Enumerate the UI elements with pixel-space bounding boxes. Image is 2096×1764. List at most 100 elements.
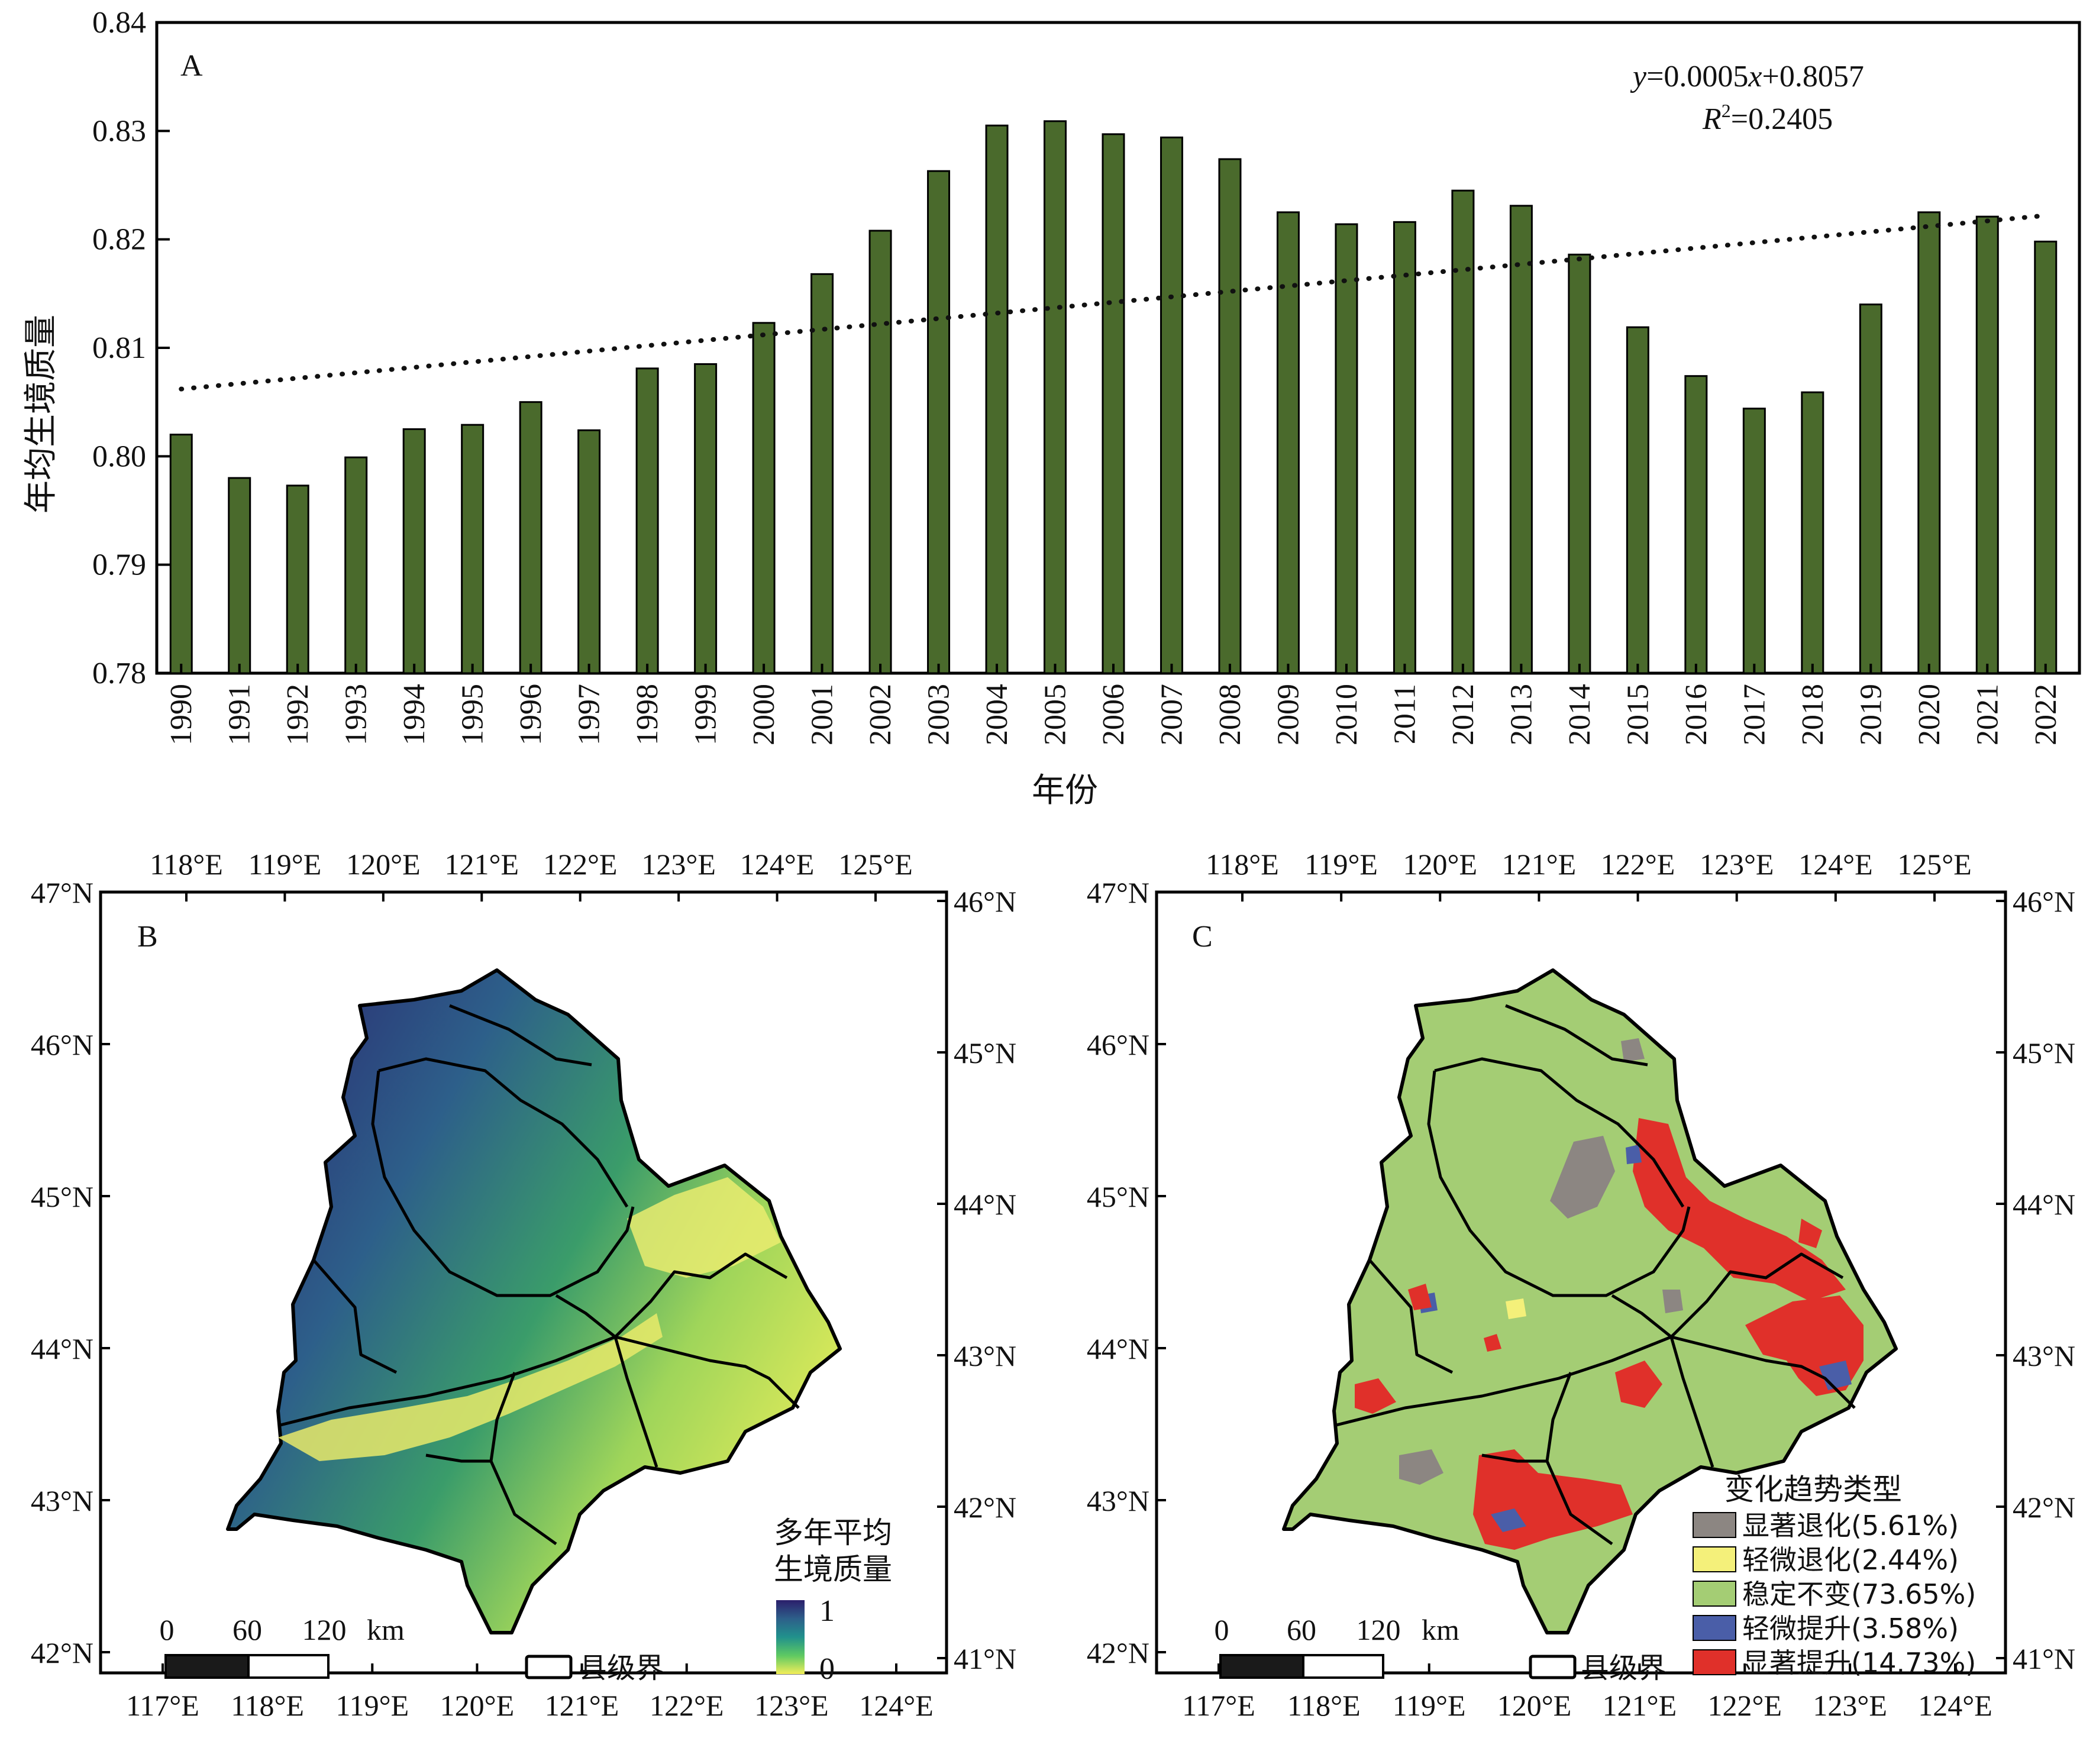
left-lat-label: 44°N [31,1332,93,1365]
bar-1992 [286,484,309,674]
legend-label-2: 稳定不变(73.65%) [1742,1578,1976,1610]
bar-1991 [228,477,251,674]
right-lat-label: 44°N [2013,1188,2075,1221]
bottom-lon-label: 119°E [335,1689,409,1722]
x-tick-label: 1995 [456,684,490,745]
scalebar-c-120: 120 [1357,1613,1401,1646]
bar-2008 [1218,158,1242,674]
x-tick-label: 1998 [631,684,664,745]
scalebar-b-120: 120 [302,1613,347,1646]
x-tick-label: 2018 [1796,684,1830,745]
y-tick-label: 0.84 [92,6,146,40]
y-tick-label: 0.81 [92,331,146,365]
map-frame-b [99,890,948,1675]
change-legend-title: 变化趋势类型 [1724,1472,1902,1507]
y-tick-label: 0.79 [92,548,146,582]
colorbar-title-2: 生境质量 [774,1552,892,1587]
bottom-lon-label: 122°E [650,1689,724,1722]
trendline [179,213,2048,392]
r-squared: R2=0.2405 [1702,100,1833,136]
left-lat-label: 43°N [31,1484,93,1517]
x-axis-label: 年份 [1032,771,1098,810]
scalebar-b-0: 0 [160,1613,175,1646]
bottom-lon-label: 117°E [126,1689,199,1722]
legend-label-4: 显著提升(14.73%) [1742,1647,1976,1679]
scalebar-c: 0 60 120 km [1215,1613,1459,1679]
top-lon-label: 125°E [1897,848,1972,881]
panel-b-letter: B [137,920,158,954]
top-lon-label: 120°E [346,848,421,881]
x-tick-label: 2019 [1854,684,1888,745]
scalebar-c-unit: km [1422,1613,1459,1646]
patch-sig-degrade-1 [1550,1136,1615,1219]
x-tick-label: 1991 [223,684,257,745]
r2-sup: 2 [1722,100,1731,121]
x-tick-label: 2012 [1446,684,1480,745]
panel-c: C 118°E 119°E 120°E 121°E 122°E 123°E 124°E 125… [1087,848,2075,1722]
legend-label-1: 轻微退化(2.44%) [1742,1544,1959,1576]
legend-swatch-1 [1693,1546,1736,1572]
bar-1995 [461,424,485,674]
bar-2003 [927,170,951,674]
left-lat-label: 44°N [1087,1332,1149,1365]
patch-sig-degrade-4 [1662,1290,1683,1313]
scalebar-c-white [1302,1654,1384,1679]
top-lon-label: 124°E [1798,848,1873,881]
region-map-b [226,968,842,1634]
top-lon-label: 121°E [1502,848,1577,881]
x-tick-label: 2017 [1737,684,1771,745]
right-lat-label: 41°N [954,1642,1016,1675]
right-lat-label: 45°N [2013,1036,2075,1070]
patch-sig-improve-6 [1798,1219,1822,1248]
colorbar-min: 0 [819,1652,835,1686]
bar-2004 [985,124,1009,674]
bar-1994 [402,428,426,674]
boundary-legend-swatch-b [525,1655,573,1679]
x-tick-label: 2009 [1271,684,1305,745]
x-tick-label: 2001 [806,684,839,745]
bottom-lon-label: 121°E [545,1689,619,1722]
eq-var: x [1748,60,1762,93]
top-lon-label: 119°E [248,848,322,881]
map-frame-c [1155,890,2007,1675]
y-axis-ticks: 0.78 0.79 0.80 0.81 0.82 0.83 0.84 [92,6,170,690]
bar-2016 [1684,375,1708,674]
left-lat-label: 47°N [31,876,93,909]
map-graticule-labels-c: 118°E 119°E 120°E 121°E 122°E 123°E 124°E 125°E… [1087,848,2075,1722]
legend-label-3: 轻微提升(3.58%) [1742,1613,1959,1645]
trend-equation: y=0.0005x+0.8057 [1630,60,1864,93]
top-lon-label: 119°E [1304,848,1378,881]
bar-1996 [519,401,542,674]
colorbar-max: 1 [819,1594,835,1628]
x-tick-label: 2007 [1155,684,1189,745]
bottom-lon-label: 120°E [440,1689,515,1722]
left-lat-label: 45°N [1087,1180,1149,1213]
bar-1997 [577,429,601,674]
bar-2015 [1626,326,1649,674]
x-tick-label: 2011 [1388,684,1422,744]
bars [169,120,2058,674]
top-lon-label: 121°E [445,848,519,881]
panel-c-letter: C [1192,920,1213,954]
top-lon-label: 118°E [1206,848,1279,881]
bar-2013 [1509,205,1533,674]
boundary-legend-swatch-c [1529,1655,1577,1679]
bottom-lon-label: 124°E [859,1689,934,1722]
x-tick-label: 1993 [340,684,373,745]
left-lat-label: 45°N [31,1180,93,1213]
left-lat-label: 42°N [1087,1636,1149,1669]
bar-1999 [694,363,718,674]
bottom-lon-label: 124°E [1918,1689,1992,1722]
bar-2010 [1335,223,1358,674]
y-tick-label: 0.83 [92,114,146,148]
scalebar-c-black [1219,1654,1304,1679]
top-lon-label: 123°E [641,848,716,881]
bar-1993 [344,456,368,674]
patch-slight-improve-1 [1491,1508,1526,1532]
panel-a-letter: A [180,49,203,83]
scalebar-b-60: 60 [232,1613,262,1646]
y-axis-label: 年均生境质量 [22,315,60,513]
bar-2022 [2034,240,2058,674]
top-lon-label: 122°E [1601,848,1675,881]
boundary-legend-label-b: 县级界 [579,1652,664,1685]
